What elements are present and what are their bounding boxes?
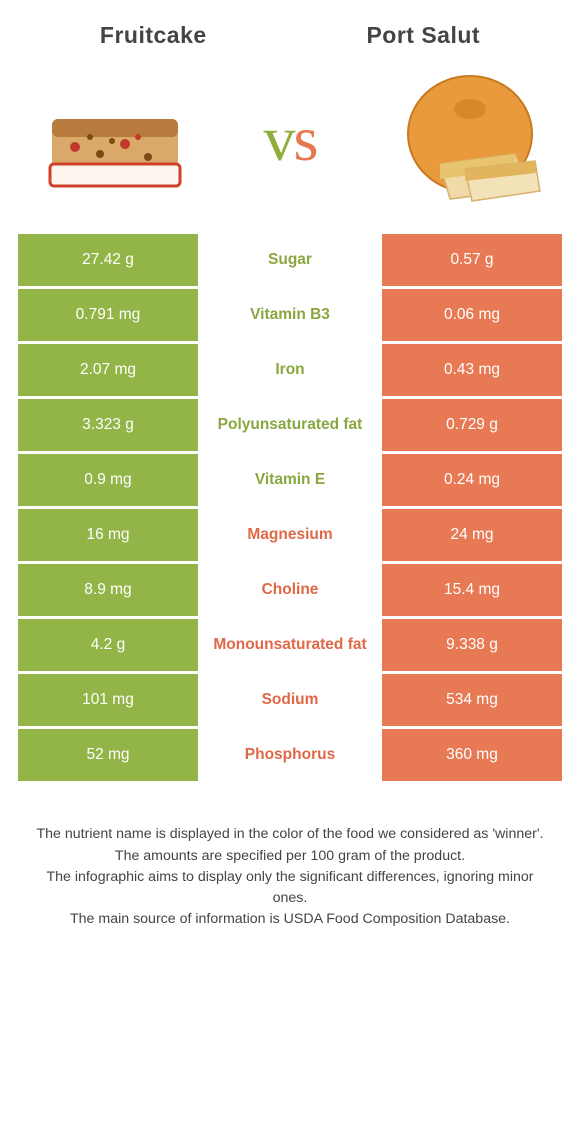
nutrient-label: Phosphorus bbox=[198, 729, 382, 781]
table-row: 27.42 gSugar0.57 g bbox=[18, 234, 562, 286]
right-value: 534 mg bbox=[382, 674, 562, 726]
footer-line: The main source of information is USDA F… bbox=[30, 909, 550, 930]
table-row: 0.9 mgVitamin E0.24 mg bbox=[18, 454, 562, 506]
nutrient-label: Sugar bbox=[198, 234, 382, 286]
nutrient-label: Magnesium bbox=[198, 509, 382, 561]
table-row: 4.2 gMonounsaturated fat9.338 g bbox=[18, 619, 562, 671]
fruitcake-image bbox=[30, 69, 200, 209]
right-value: 0.06 mg bbox=[382, 289, 562, 341]
nutrient-label: Vitamin B3 bbox=[198, 289, 382, 341]
table-row: 16 mgMagnesium24 mg bbox=[18, 509, 562, 561]
left-value: 0.791 mg bbox=[18, 289, 198, 341]
footer-line: The nutrient name is displayed in the co… bbox=[30, 824, 550, 845]
left-food-title: Fruitcake bbox=[100, 22, 207, 49]
right-value: 0.729 g bbox=[382, 399, 562, 451]
right-food-title: Port Salut bbox=[366, 22, 480, 49]
table-row: 8.9 mgCholine15.4 mg bbox=[18, 564, 562, 616]
left-value: 52 mg bbox=[18, 729, 198, 781]
left-value: 8.9 mg bbox=[18, 564, 198, 616]
table-row: 0.791 mgVitamin B30.06 mg bbox=[18, 289, 562, 341]
nutrient-label: Choline bbox=[198, 564, 382, 616]
vs-label: vs bbox=[264, 102, 317, 176]
left-value: 16 mg bbox=[18, 509, 198, 561]
nutrient-label: Monounsaturated fat bbox=[198, 619, 382, 671]
table-row: 52 mgPhosphorus360 mg bbox=[18, 729, 562, 781]
nutrient-label: Iron bbox=[198, 344, 382, 396]
left-value: 2.07 mg bbox=[18, 344, 198, 396]
footer-notes: The nutrient name is displayed in the co… bbox=[0, 784, 580, 930]
table-row: 101 mgSodium534 mg bbox=[18, 674, 562, 726]
right-value: 360 mg bbox=[382, 729, 562, 781]
left-value: 101 mg bbox=[18, 674, 198, 726]
footer-line: The infographic aims to display only the… bbox=[30, 867, 550, 908]
right-value: 0.43 mg bbox=[382, 344, 562, 396]
cheese-image bbox=[380, 69, 550, 209]
left-value: 0.9 mg bbox=[18, 454, 198, 506]
left-value: 3.323 g bbox=[18, 399, 198, 451]
table-row: 3.323 gPolyunsaturated fat0.729 g bbox=[18, 399, 562, 451]
nutrient-label: Sodium bbox=[198, 674, 382, 726]
nutrient-label: Polyunsaturated fat bbox=[198, 399, 382, 451]
footer-line: The amounts are specified per 100 gram o… bbox=[30, 846, 550, 867]
nutrient-label: Vitamin E bbox=[198, 454, 382, 506]
right-value: 0.57 g bbox=[382, 234, 562, 286]
right-value: 9.338 g bbox=[382, 619, 562, 671]
nutrient-table: 27.42 gSugar0.57 g0.791 mgVitamin B30.06… bbox=[0, 234, 580, 781]
left-value: 4.2 g bbox=[18, 619, 198, 671]
right-value: 0.24 mg bbox=[382, 454, 562, 506]
left-value: 27.42 g bbox=[18, 234, 198, 286]
right-value: 15.4 mg bbox=[382, 564, 562, 616]
table-row: 2.07 mgIron0.43 mg bbox=[18, 344, 562, 396]
right-value: 24 mg bbox=[382, 509, 562, 561]
